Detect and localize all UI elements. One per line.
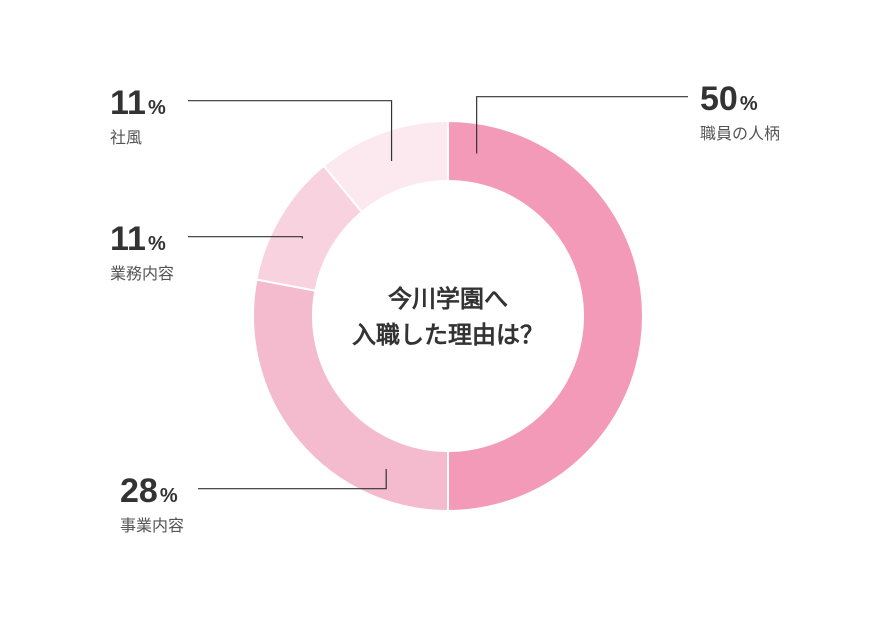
center-title-line2: 入職した理由は？ bbox=[352, 322, 544, 349]
donut-chart-figure: 今川学園へ 入職した理由は？ 50% 職員の人柄 28% 事業内容 11% 業務… bbox=[0, 0, 896, 632]
callout-jigyo: 28% 事業内容 bbox=[120, 470, 184, 537]
callout-label: 業務内容 bbox=[110, 265, 174, 285]
callout-pct: 28% bbox=[120, 470, 184, 513]
callout-pct-sign: % bbox=[148, 232, 166, 257]
callout-pct-num: 50 bbox=[700, 78, 738, 121]
callout-pct-num: 28 bbox=[120, 470, 158, 513]
callout-pct-sign: % bbox=[160, 484, 178, 509]
center-title-line1: 今川学園へ bbox=[388, 286, 508, 313]
callout-pct-sign: % bbox=[148, 96, 166, 121]
callout-pct: 11% bbox=[110, 82, 166, 125]
callout-gyomu: 11% 業務内容 bbox=[110, 218, 174, 285]
callout-pct-num: 11 bbox=[110, 218, 146, 261]
callout-label: 職員の人柄 bbox=[700, 125, 780, 145]
callout-pct-num: 11 bbox=[110, 82, 146, 125]
callout-label: 事業内容 bbox=[120, 517, 184, 537]
callout-pct: 50% bbox=[700, 78, 780, 121]
callout-pct: 11% bbox=[110, 218, 174, 261]
callout-shokuin: 50% 職員の人柄 bbox=[700, 78, 780, 145]
callout-label: 社風 bbox=[110, 129, 166, 149]
callout-pct-sign: % bbox=[740, 92, 758, 117]
chart-center-title: 今川学園へ 入職した理由は？ bbox=[298, 282, 598, 354]
callout-shafu: 11% 社風 bbox=[110, 82, 166, 149]
